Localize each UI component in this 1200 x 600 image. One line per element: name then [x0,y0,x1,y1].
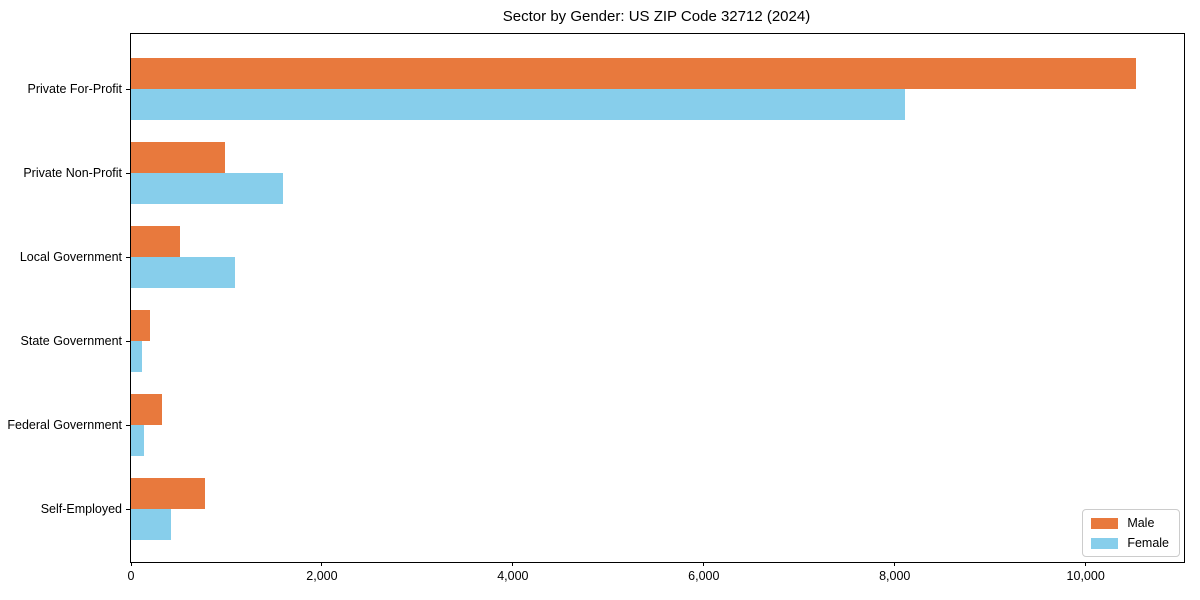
bar-male-private-non-profit [131,142,225,173]
y-tick-mark [126,256,131,258]
legend-entry-male: Male [1091,516,1169,530]
x-axis-label-0: 0 [127,569,135,583]
legend-entry-female: Female [1091,536,1169,550]
y-tick-mark [126,172,131,174]
bar-female-private-for-profit [131,89,905,120]
x-tick-mark [1085,562,1087,566]
y-tick-mark [126,508,131,510]
bar-female-local-government [131,257,235,288]
bar-male-private-for-profit [131,58,1136,89]
bar-female-private-non-profit [131,173,283,204]
y-tick-mark [126,340,131,342]
y-axis-label-private-non-profit: Private Non-Profit [23,166,122,180]
plot-area: Male Female Private For-Profit Private Non… [7,33,1185,583]
x-axis-label-2-000: 2,000 [306,569,338,583]
bar-female-state-government [131,341,142,372]
x-axis-label-8-000: 8,000 [879,569,911,583]
legend-label-male: Male [1127,516,1155,530]
x-tick-mark [512,562,514,566]
x-axis-label-10-000: 10,000 [1066,569,1105,583]
legend-swatch-male [1091,517,1119,529]
x-tick-mark [894,562,896,566]
y-axis-label-self-employed: Self-Employed [40,502,122,516]
legend: Male Female [1082,509,1180,557]
y-axis-label-state-government: State Government [20,334,122,348]
y-tick-mark [126,88,131,90]
x-tick-mark [130,562,132,566]
bar-male-state-government [131,310,150,341]
y-axis-label-local-government: Local Government [19,250,122,264]
x-tick-mark [321,562,323,566]
legend-swatch-female [1091,537,1119,549]
bar-male-federal-government [131,394,162,425]
bar-female-federal-government [131,425,144,456]
chart-title: Sector by Gender: US ZIP Code 32712 (202… [502,8,811,25]
y-tick-mark [126,424,131,426]
bar-male-self-employed [131,478,205,509]
bar-female-self-employed [131,509,171,540]
x-axis-label-4-000: 4,000 [497,569,529,583]
legend-label-female: Female [1127,536,1169,550]
x-tick-mark [703,562,705,566]
x-axis-label-6-000: 6,000 [688,569,720,583]
y-axis-label-private-for-profit: Private For-Profit [27,82,122,96]
bar-male-local-government [131,226,180,257]
y-axis-label-federal-government: Federal Government [7,418,122,432]
